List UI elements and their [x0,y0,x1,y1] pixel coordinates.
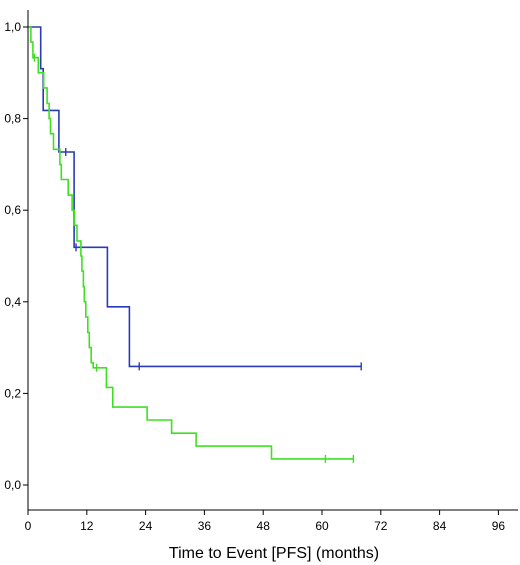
x-axis-title: Time to Event [PFS] (months) [169,545,379,562]
x-tick-label: 48 [257,519,271,533]
plot-area [28,26,362,463]
y-tick-label: 0,4 [4,295,21,309]
y-tick-label: 1,0 [4,20,21,34]
y-tick-label: 0,8 [4,112,21,126]
x-tick-label: 84 [433,519,447,533]
axes: 0,0 0,2 0,4 0,6 0,8 1,0 0 12 24 36 48 60 72 84 96 [4,10,518,533]
x-tick-label: 12 [80,519,94,533]
x-tick-label: 0 [25,519,32,533]
series-line-1 [28,26,362,368]
y-tick-label: 0,2 [4,386,21,400]
x-tick-label: 24 [139,519,153,533]
series-line-2 [28,26,354,460]
x-tick-label: 60 [315,519,329,533]
x-tick-label: 96 [492,519,506,533]
x-tick-label: 36 [198,519,212,533]
x-tick-label: 72 [374,519,388,533]
y-tick-label: 0,0 [4,478,21,492]
y-tick-label: 0,6 [4,203,21,217]
